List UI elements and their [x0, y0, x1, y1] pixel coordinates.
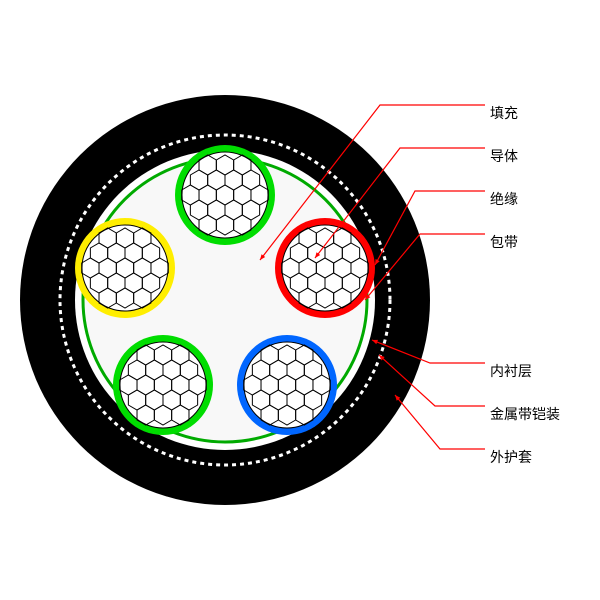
leader-line-6: [395, 395, 485, 449]
callout-label-1: 导体: [490, 146, 518, 166]
conductor-4: [82, 225, 168, 311]
callout-label-0: 填充: [490, 103, 518, 123]
callout-label-2: 绝缘: [490, 189, 518, 209]
callout-label-4: 内衬层: [490, 361, 532, 381]
callout-label-5: 金属带铠装: [490, 404, 560, 424]
conductor-2: [244, 342, 330, 428]
conductor-1: [282, 225, 368, 311]
conductor-0: [182, 152, 268, 238]
callout-label-3: 包带: [490, 232, 518, 252]
cable-cross-section-diagram: [0, 0, 600, 600]
conductor-3: [120, 342, 206, 428]
callout-label-6: 外护套: [490, 447, 532, 467]
